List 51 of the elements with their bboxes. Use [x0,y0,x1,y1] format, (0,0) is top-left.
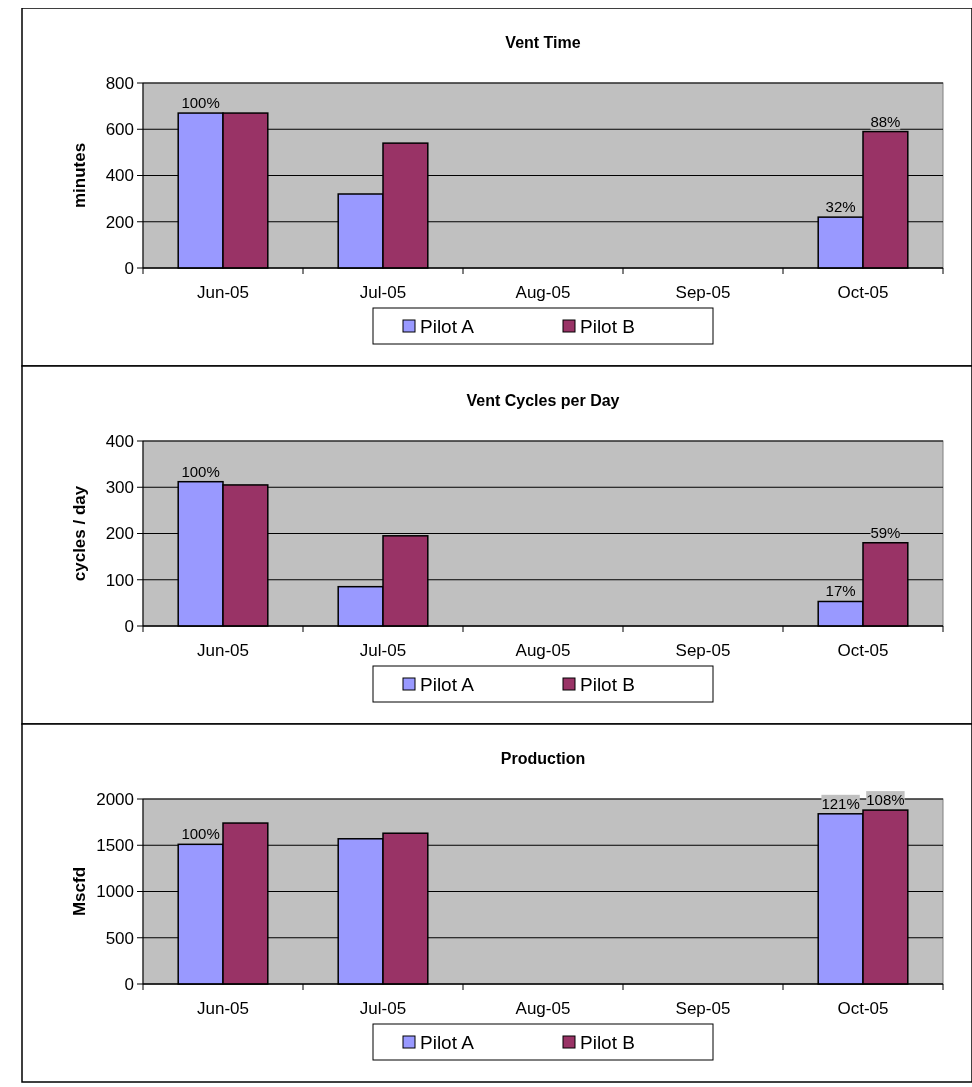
x-tick-label: Sep-05 [675,999,731,1018]
y-tick-label: 400 [105,166,134,186]
y-axis-title: Mscfd [70,866,89,917]
y-tick-label: 1500 [96,836,134,856]
legend-label: Pilot B [580,1031,635,1053]
annotation: 100% [181,462,220,480]
x-tick-label: Oct-05 [837,999,889,1018]
y-axis-title: cycles / day [70,485,89,582]
x-tick-label: Sep-05 [675,283,731,302]
chart-title: Vent Time [505,34,581,51]
y-tick-label: 0 [124,616,134,636]
y-tick-label: 2000 [96,789,134,809]
annotation: 100% [181,825,220,843]
x-tick-label: Jun-05 [197,641,249,660]
y-tick-label: 100 [105,570,134,590]
annotation: 88% [870,112,901,130]
y-tick-label: 200 [105,524,134,544]
y-tick-label: 400 [105,431,134,451]
x-tick-label: Oct-05 [837,641,889,660]
x-tick-label: Jun-05 [197,999,249,1018]
y-tick-label: 600 [105,120,134,140]
y-tick-label: 500 [105,928,134,948]
x-tick-label: Jul-05 [359,999,407,1018]
x-tick-label: Aug-05 [515,283,571,302]
y-tick-label: 800 [105,73,134,93]
y-tick-label: 200 [105,212,134,232]
x-tick-label: Oct-05 [837,283,889,302]
y-tick-label: 0 [124,974,134,994]
legend-label: Pilot B [580,315,635,337]
annotation: 17% [825,582,856,600]
legend-label: Pilot B [580,673,635,695]
x-tick-label: Sep-05 [675,641,731,660]
annotation: 32% [825,198,856,216]
legend-label: Pilot A [420,315,475,337]
chart-title: Vent Cycles per Day [466,392,620,409]
annotation: 100% [181,94,220,112]
x-tick-label: Jul-05 [359,641,407,660]
x-tick-label: Aug-05 [515,999,571,1018]
annotation: 121% [821,794,860,812]
y-tick-label: 1000 [96,882,134,902]
y-tick-label: 0 [124,258,134,278]
annotation: 59% [870,523,901,541]
y-tick-label: 300 [105,478,134,498]
y-axis-title: minutes [70,142,89,209]
legend-label: Pilot A [420,673,475,695]
x-tick-label: Jul-05 [359,283,407,302]
x-tick-label: Jun-05 [197,283,249,302]
annotation: 108% [866,791,905,809]
chart-title: Production [500,750,586,767]
legend-label: Pilot A [420,1031,475,1053]
x-tick-label: Aug-05 [515,641,571,660]
